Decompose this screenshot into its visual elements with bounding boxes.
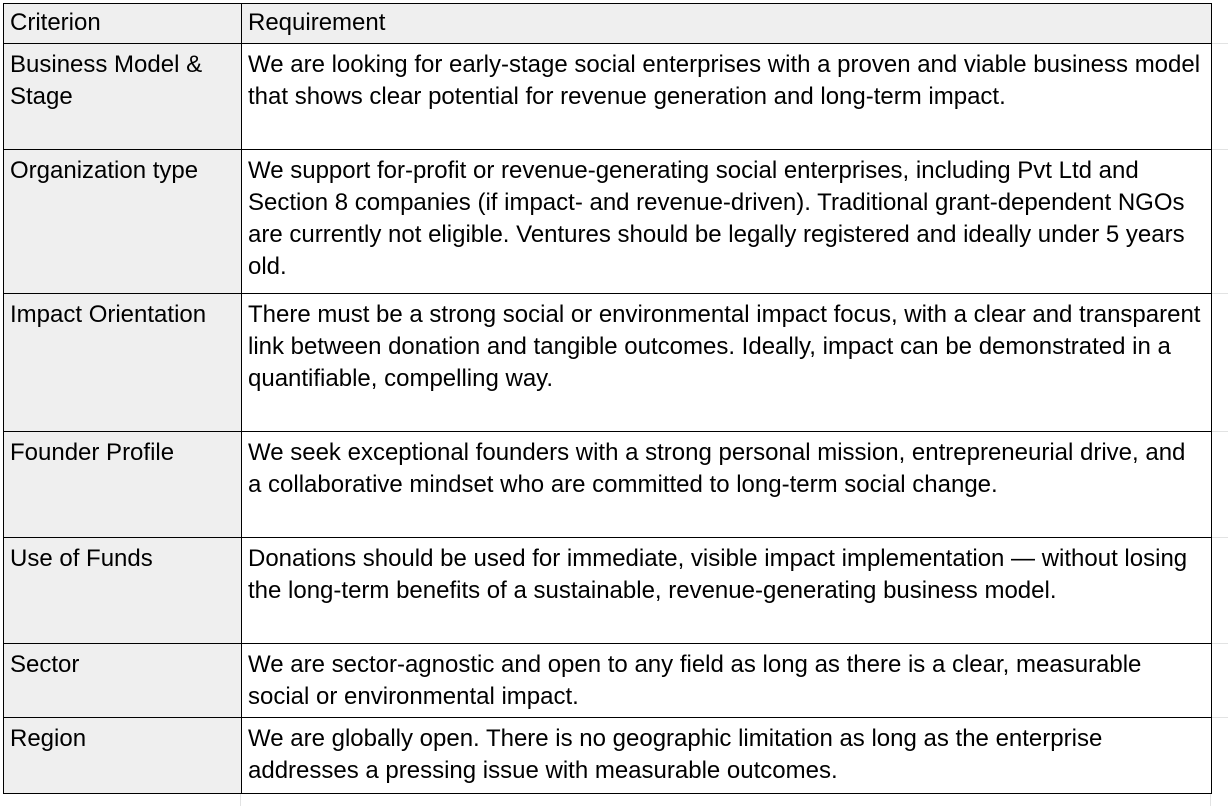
grid-line — [1211, 537, 1228, 538]
grid-line — [1211, 43, 1228, 44]
table-row: Region We are globally open. There is no… — [3, 717, 1212, 794]
grid-line — [1211, 149, 1228, 150]
criterion-cell[interactable]: Impact Orientation — [3, 293, 242, 432]
criterion-cell[interactable]: Founder Profile — [3, 431, 242, 538]
table-row: Impact Orientation There must be a stron… — [3, 293, 1212, 432]
table-row: Use of Funds Donations should be used fo… — [3, 537, 1212, 644]
criteria-table: Criterion Requirement Business Model & S… — [3, 3, 1212, 794]
criterion-cell[interactable]: Business Model & Stage — [3, 43, 242, 150]
spreadsheet-grid-right — [1211, 0, 1228, 806]
requirement-cell[interactable]: There must be a strong social or environ… — [241, 293, 1212, 432]
table-row: Business Model & Stage We are looking fo… — [3, 43, 1212, 150]
table-row: Founder Profile We seek exceptional foun… — [3, 431, 1212, 538]
requirement-cell[interactable]: We support for-profit or revenue-generat… — [241, 149, 1212, 294]
table-row: Sector We are sector-agnostic and open t… — [3, 643, 1212, 718]
criterion-cell[interactable]: Organization type — [3, 149, 242, 294]
grid-line — [1211, 643, 1228, 644]
criterion-cell[interactable]: Sector — [3, 643, 242, 718]
requirement-cell[interactable]: We seek exceptional founders with a stro… — [241, 431, 1212, 538]
header-requirement[interactable]: Requirement — [241, 3, 1212, 44]
criterion-cell[interactable]: Use of Funds — [3, 537, 242, 644]
requirement-cell[interactable]: We are sector-agnostic and open to any f… — [241, 643, 1212, 718]
table-row: Organization type We support for-profit … — [3, 149, 1212, 294]
grid-line — [1210, 792, 1211, 806]
spreadsheet-grid-bottom — [0, 792, 1228, 806]
table-header-row: Criterion Requirement — [3, 3, 1212, 44]
requirement-cell[interactable]: Donations should be used for immediate, … — [241, 537, 1212, 644]
header-criterion[interactable]: Criterion — [3, 3, 242, 44]
grid-line — [1211, 431, 1228, 432]
criterion-cell[interactable]: Region — [3, 717, 242, 794]
grid-line — [240, 792, 241, 806]
requirement-cell[interactable]: We are looking for early-stage social en… — [241, 43, 1212, 150]
grid-line — [1211, 293, 1228, 294]
requirement-cell[interactable]: We are globally open. There is no geogra… — [241, 717, 1212, 794]
grid-line — [1211, 717, 1228, 718]
